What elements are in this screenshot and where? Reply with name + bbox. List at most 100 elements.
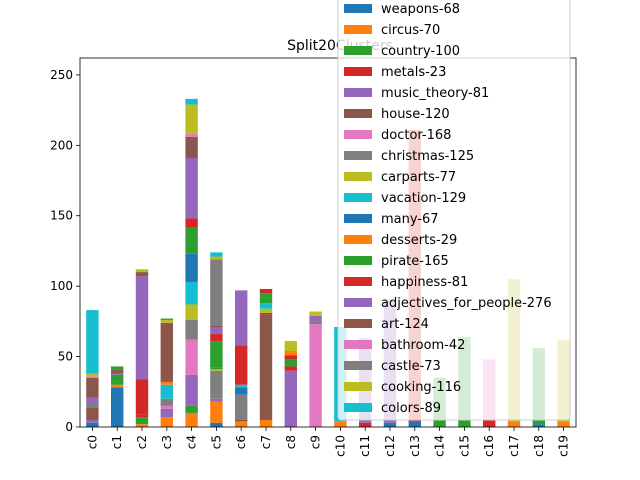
legend-swatch [344,298,372,307]
legend-entry: castle-73 [381,359,441,374]
bar-segment-c5-1 [210,401,223,423]
x-tick-label: c16 [482,435,496,457]
bar-segment-c5-8 [210,327,223,335]
bar-segment-c7-1 [259,314,273,420]
x-tick-label: c3 [160,435,174,449]
bar-segment-c7-6 [259,293,273,298]
bar-segment-c2-3 [135,379,149,415]
bar-segment-c3-7 [160,319,173,323]
bar-segment-c4-3 [185,339,198,375]
bar-segment-c1-5 [111,369,124,374]
legend-entry: metals-23 [381,65,446,80]
legend-entry: many-67 [381,212,439,227]
legend: weapons-68 circus-70 country-100 metals-23 m… [337,0,571,421]
legend-box [337,0,571,421]
bar-segment-c8-2 [284,359,297,367]
legend-swatch [344,88,372,97]
legend-swatch [344,4,372,13]
legend-entry: music_theory-81 [381,86,489,101]
bar-segment-c5-2 [210,398,223,402]
x-tick-label: c1 [110,435,124,449]
x-tick-label: c0 [85,435,99,449]
x-tick-label: c4 [185,435,199,449]
legend-entry: vacation-129 [381,191,466,206]
bar-segment-c2-6 [135,269,149,273]
legend-entry: country-100 [381,44,460,59]
bar-segment-c0-9 [86,310,99,374]
legend-swatch [344,151,372,160]
bar-segment-c2-2 [135,414,149,418]
bar-segment-c4-7 [185,253,198,282]
bar-segment-c3-2 [160,405,173,409]
bar-segment-c7-2 [259,312,273,315]
bar-segment-c4-10 [185,158,198,219]
y-tick-label: 100 [50,279,73,293]
bar-segment-c6-3 [235,387,248,395]
x-tick-label: c17 [507,435,521,457]
bar-segment-c6-0 [235,421,248,427]
bar-segment-c4-13 [185,104,198,135]
bar-segment-c8-0 [284,370,297,427]
x-tick-label: c6 [234,435,248,449]
legend-swatch [344,361,372,370]
legend-swatch [344,403,372,412]
bar-segment-c1-2 [111,381,124,385]
bar-segment-c10-0 [334,421,347,427]
bar-segment-c7-7 [259,288,273,294]
bar-segment-c8-1 [284,366,297,371]
bar-segment-c5-5 [210,367,223,370]
x-tick-label: c8 [284,435,298,449]
bar-segment-c1-0 [111,387,124,427]
x-tick-label: c15 [457,435,471,457]
bar-segment-c14-0 [433,419,446,427]
x-tick-label: c7 [259,435,273,449]
plot-frame [79,57,577,428]
bar-segment-c7-3 [259,308,273,313]
legend-entry: desserts-29 [381,233,457,248]
bar-segment-c0-6 [86,377,99,398]
x-tick-label: c5 [209,435,223,449]
legend-swatch [344,109,372,118]
legend-entry: art-124 [381,317,429,332]
bar-segment-c7-0 [259,419,273,427]
bar-segment-c1-3 [111,374,124,382]
bar-segment-c6-5 [235,345,248,385]
legend-entry: christmas-125 [381,149,474,164]
bar-segment-c0-3 [86,405,99,408]
bar-segment-c9-3 [309,311,322,316]
legend-swatch [344,25,372,34]
bar-segment-c6-2 [235,394,248,420]
bar-segment-c19-0 [557,421,570,427]
y-tick-label: 250 [50,68,73,82]
bar-segment-c1-1 [111,384,124,388]
bar-segment-c7-4 [259,303,273,309]
bar-segment-c3-6 [160,322,173,382]
bar-segment-c0-0 [86,422,99,427]
legend-swatch [344,235,372,244]
bar-segment-c0-4 [86,404,99,406]
y-tick-label: 50 [58,350,73,364]
legend-entry: carparts-77 [381,170,456,185]
bar-segment-c3-1 [160,408,173,418]
bar-segment-c4-5 [185,304,198,320]
y-tick-label: 200 [50,138,73,152]
legend-entry: pirate-165 [381,254,449,269]
bar-segment-c5-6 [210,341,223,368]
bar-segment-c3-3 [160,398,173,406]
bar-segment-c4-9 [185,218,198,228]
bar-segment-c6-6 [235,290,248,346]
legend-swatch [344,319,372,328]
x-tick-label: c18 [532,435,546,457]
bar-segment-c0-2 [86,407,99,420]
bar-segment-c5-7 [210,334,223,342]
bar-segment-c5-9 [210,325,223,328]
bar-segment-c3-5 [160,381,173,385]
bar-segment-c5-11 [210,256,223,260]
bar-segment-c9-0 [309,324,322,427]
x-tick-label: c12 [383,435,397,457]
bar-segment-c8-5 [284,341,297,351]
bar-segment-c3-8 [160,318,173,320]
bar-segment-c2-4 [135,276,149,380]
bar-segment-c0-7 [86,376,99,378]
legend-swatch [344,214,372,223]
